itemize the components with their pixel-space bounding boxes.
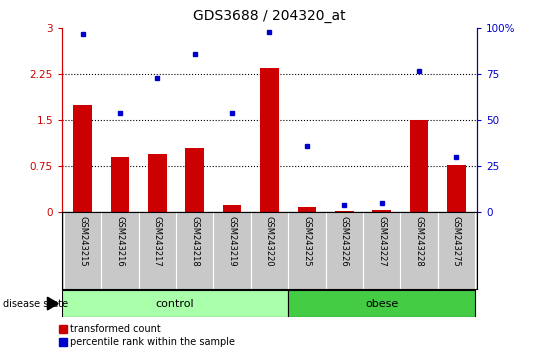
Text: GSM243216: GSM243216 (115, 216, 125, 267)
Text: GSM243226: GSM243226 (340, 216, 349, 267)
Bar (148, 154, 167, 212)
Bar (447, 165, 466, 212)
Text: GSM243218: GSM243218 (190, 216, 199, 267)
Text: GDS3688 / 204320_at: GDS3688 / 204320_at (193, 9, 346, 23)
Bar (62, 290, 288, 317)
Legend: transformed count, percentile rank within the sample: transformed count, percentile rank withi… (59, 325, 236, 347)
Text: GSM243225: GSM243225 (302, 216, 312, 267)
Text: GSM243220: GSM243220 (265, 216, 274, 267)
Bar (73, 105, 92, 212)
Text: GSM243215: GSM243215 (78, 216, 87, 267)
Text: GSM243219: GSM243219 (227, 216, 237, 267)
Text: obese: obese (365, 298, 398, 309)
Text: GSM243228: GSM243228 (414, 216, 424, 267)
Text: control: control (156, 298, 195, 309)
Bar (335, 211, 354, 212)
Bar (185, 148, 204, 212)
Text: GSM243275: GSM243275 (452, 216, 461, 267)
Bar (372, 210, 391, 212)
Text: GSM243217: GSM243217 (153, 216, 162, 267)
Text: GSM243227: GSM243227 (377, 216, 386, 267)
Bar (410, 120, 429, 212)
Bar (298, 207, 316, 212)
Polygon shape (47, 297, 58, 310)
Bar (260, 68, 279, 212)
Bar (110, 157, 129, 212)
Bar (223, 205, 241, 212)
Bar (288, 290, 475, 317)
Text: disease state: disease state (3, 298, 68, 309)
